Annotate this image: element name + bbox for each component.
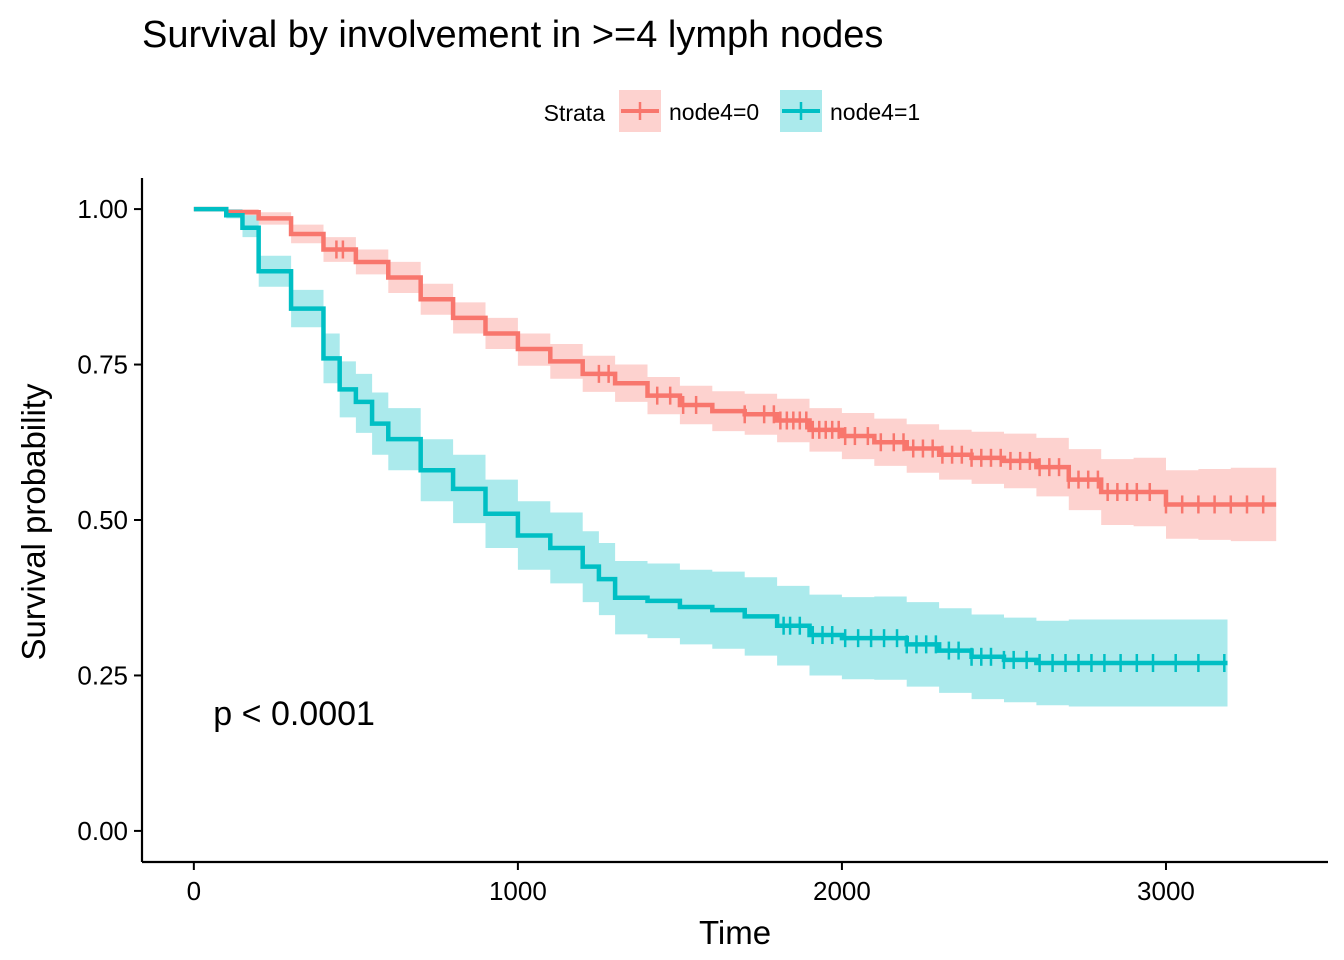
x-tick-label: 1000 <box>489 876 547 906</box>
legend-label: node4=0 <box>669 99 759 125</box>
legend: Strata node4=0 node4=1 <box>544 90 920 132</box>
axes: 0.00 0.25 0.50 0.75 1.00 0 1000 2000 3000 <box>77 178 1328 906</box>
legend-label: node4=1 <box>830 99 920 125</box>
y-axis-label: Survival probability <box>15 383 52 660</box>
x-tick-label: 0 <box>187 876 201 906</box>
chart-title: Survival by involvement in >=4 lymph nod… <box>142 14 883 56</box>
legend-title: Strata <box>544 100 606 126</box>
y-tick-label: 1.00 <box>77 194 128 224</box>
censor-marks <box>335 240 1265 673</box>
legend-item-1: node4=1 <box>780 90 920 132</box>
x-axis-label: Time <box>699 914 771 951</box>
x-tick-label: 3000 <box>1137 876 1195 906</box>
y-tick-label: 0.25 <box>77 660 128 690</box>
survival-curve-0 <box>193 206 1277 507</box>
p-value-annotation: p < 0.0001 <box>213 695 375 733</box>
y-tick-label: 0.75 <box>77 350 128 380</box>
x-tick-label: 2000 <box>813 876 871 906</box>
y-tick-label: 0.00 <box>77 816 128 846</box>
y-tick-label: 0.50 <box>77 505 128 535</box>
legend-item-0: node4=0 <box>619 90 759 132</box>
confidence-bands <box>193 209 1277 707</box>
